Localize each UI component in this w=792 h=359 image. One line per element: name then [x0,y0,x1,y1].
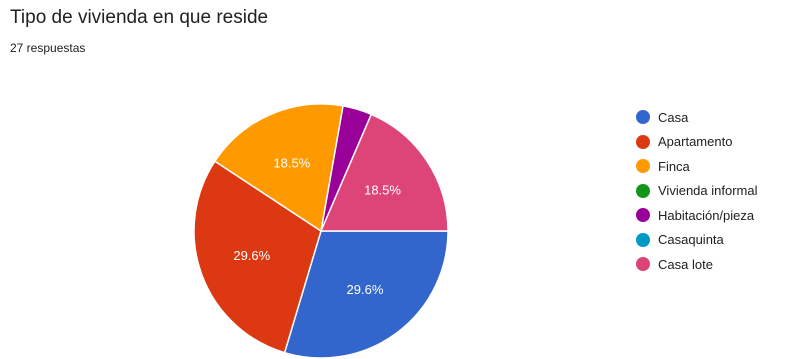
response-count: 27 respuestas [10,41,86,55]
legend-label: Casa [658,109,689,125]
legend-item-finca[interactable]: Finca [636,154,757,179]
slice-label-finca: 18.5% [273,155,310,170]
legend-label: Casa lote [658,256,713,272]
legend-label: Habitación/pieza [658,207,755,223]
legend-item-casa[interactable]: Casa [636,105,757,130]
legend-swatch [636,183,650,198]
legend-item-casaquinta[interactable]: Casaquinta [636,228,757,253]
legend-label: Casaquinta [658,232,724,248]
chart-legend: Casa Apartamento Finca Vivienda informal Hab… [636,105,757,277]
pie-slice-casa-lote[interactable] [319,113,449,232]
legend-item-casa-lote[interactable]: Casa lote [636,252,757,277]
slice-label-apartamento: 29.6% [233,248,270,263]
legend-swatch [636,257,650,272]
legend-item-apartamento[interactable]: Apartamento [636,130,757,155]
slice-label-casa-lote: 18.5% [364,183,401,198]
legend-item-habitacion-pieza[interactable]: Habitación/pieza [636,203,757,228]
pie-slice-finca[interactable] [213,103,344,233]
pie-slice-casa[interactable] [283,230,449,359]
legend-label: Finca [658,158,690,174]
legend-label: Apartamento [658,134,733,150]
legend-swatch [636,110,650,125]
legend-label: Vivienda informal [658,183,758,199]
legend-swatch [636,134,650,149]
legend-swatch [636,208,650,223]
slice-label-casa: 29.6% [347,282,384,297]
legend-swatch [636,159,650,174]
pie-slice-apartamento[interactable] [193,160,322,354]
legend-item-vivienda-informal[interactable]: Vivienda informal [636,179,757,204]
chart-title: Tipo de vivienda en que reside [10,7,269,28]
legend-swatch [636,232,650,247]
